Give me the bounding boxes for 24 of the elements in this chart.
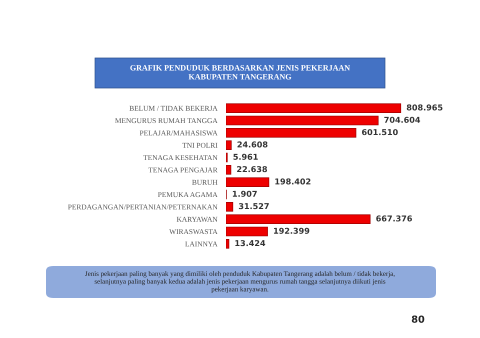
- data-label: 24.608: [238, 141, 268, 148]
- data-label: 192.399: [274, 228, 310, 234]
- bar: [226, 140, 232, 150]
- bar: [226, 214, 371, 224]
- data-label: 601.510: [362, 129, 398, 136]
- data-label: 1.907: [232, 190, 257, 197]
- bar: [226, 116, 379, 126]
- bar: [226, 202, 234, 212]
- data-label: 667.376: [376, 215, 412, 222]
- bar: [226, 128, 356, 138]
- bar: [226, 165, 232, 175]
- data-label: 704.604: [384, 116, 420, 123]
- data-label: 31.527: [238, 203, 269, 210]
- chart-title: GRAFIK PENDUDUK BERDASARKAN JENIS PEKERJAAN KABUPATEN TANGERANG: [130, 65, 350, 80]
- bar: [226, 226, 268, 236]
- bar: [226, 103, 402, 113]
- data-label: 198.402: [275, 178, 310, 185]
- data-label: 13.424: [235, 240, 266, 246]
- text: 80: [412, 315, 424, 323]
- data-label: 5.961: [233, 154, 258, 160]
- bar: [226, 239, 230, 249]
- data-label: 808.965: [406, 104, 442, 111]
- bar: [226, 177, 270, 187]
- data-label: 22.638: [237, 166, 268, 172]
